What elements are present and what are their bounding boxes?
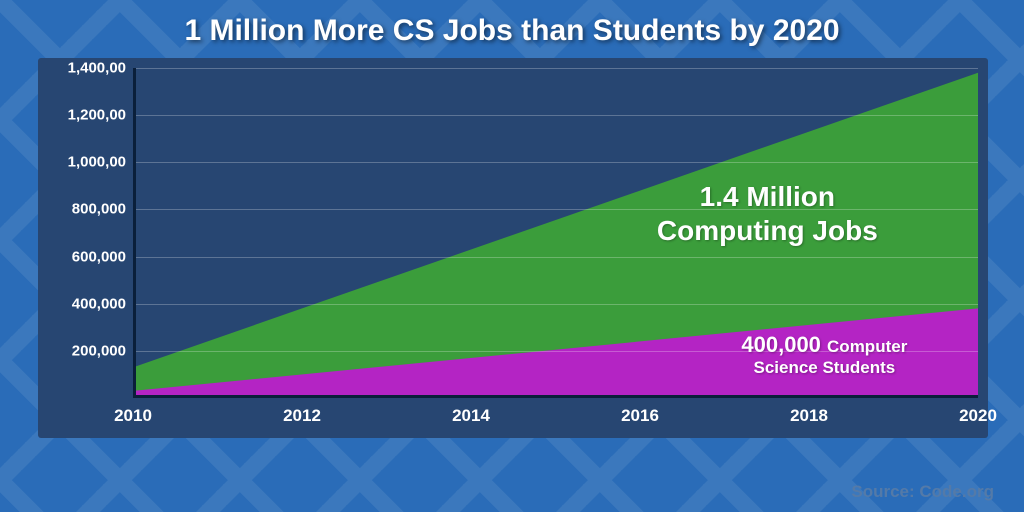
x-tick-label: 2012: [283, 406, 321, 426]
plot-area: 1.4 MillionComputing Jobs 400,000 Compute…: [133, 68, 978, 398]
y-tick-label: 600,000: [46, 248, 126, 265]
gridline: [133, 115, 978, 116]
x-axis: [133, 395, 978, 398]
gridline: [133, 257, 978, 258]
y-tick-label: 800,000: [46, 201, 126, 218]
gridline: [133, 68, 978, 69]
chart-title: 1 Million More CS Jobs than Students by …: [0, 14, 1024, 48]
annotation-jobs: 1.4 MillionComputing Jobs: [657, 180, 878, 247]
source-attribution: Source: Code.org: [851, 482, 994, 502]
y-tick-label: 1,000,00: [46, 154, 126, 171]
annotation-students: 400,000 ComputerScience Students: [741, 332, 907, 379]
x-tick-label: 2014: [452, 406, 490, 426]
x-tick-label: 2020: [959, 406, 997, 426]
y-tick-label: 1,400,00: [46, 60, 126, 77]
gridline: [133, 162, 978, 163]
y-axis: [133, 68, 136, 398]
y-tick-label: 200,000: [46, 342, 126, 359]
x-tick-label: 2018: [790, 406, 828, 426]
y-tick-label: 1,200,00: [46, 107, 126, 124]
y-tick-label: 400,000: [46, 295, 126, 312]
x-tick-label: 2010: [114, 406, 152, 426]
chart-container: 1.4 MillionComputing Jobs 400,000 Compute…: [38, 58, 988, 438]
gridline: [133, 304, 978, 305]
x-tick-label: 2016: [621, 406, 659, 426]
